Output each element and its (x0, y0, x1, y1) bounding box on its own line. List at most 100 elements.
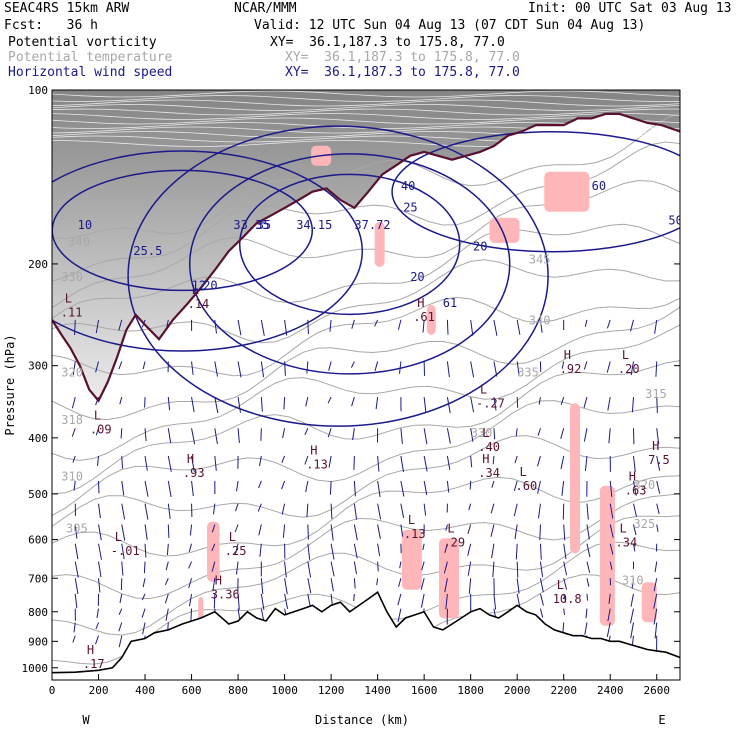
pv-extremum-value: .92 (560, 362, 582, 376)
wind-vector (98, 524, 102, 541)
isentrope-line (52, 360, 680, 495)
wind-vector (142, 361, 146, 370)
wind-vector (514, 455, 518, 464)
pv-extremum-value: .20 (618, 362, 640, 376)
pv-low-marker: L (447, 522, 454, 536)
wind-vector (656, 480, 661, 494)
wind-vector (283, 397, 286, 410)
wind-vector (656, 397, 658, 414)
tropopause-pv-contour (52, 112, 680, 403)
wind-vector (400, 503, 405, 518)
wind-vector (121, 455, 123, 469)
wind-vector (539, 561, 544, 577)
wind-vector (144, 480, 149, 497)
x-tick-label: 1800 (457, 684, 484, 697)
wind-vector (237, 428, 240, 443)
wind-vector (560, 396, 565, 405)
wind-vector (237, 361, 242, 378)
wind-vector (327, 428, 332, 438)
wind-vector (237, 319, 242, 336)
pv-positive-patch (401, 529, 422, 590)
wind-vector (74, 543, 79, 560)
isentrope-label: 330 (471, 426, 493, 440)
wind-vector (237, 593, 240, 610)
pv-low-marker: L (65, 292, 72, 306)
wind-vector (609, 561, 613, 570)
pv-extremum-value: .60 (516, 479, 538, 493)
wind-vector (284, 578, 288, 595)
wind-contour-label: 20 (473, 240, 487, 254)
upper-isentrope-line (52, 140, 680, 147)
wind-vector (329, 319, 332, 332)
pv-low-marker: L (520, 465, 527, 479)
wind-vector (423, 480, 428, 495)
organization-label: NCAR/MMM (234, 1, 297, 16)
wind-vector (164, 578, 169, 586)
wind-vector (306, 361, 309, 374)
wind-vector (468, 578, 472, 594)
wind-vector (353, 593, 355, 602)
isentrope-line (52, 296, 680, 377)
pv-extremum-value: .13 (306, 457, 328, 471)
wind-vector (374, 319, 379, 327)
wind-vector (96, 608, 100, 619)
pv-low-marker: L (480, 383, 487, 397)
wind-vector (539, 608, 544, 618)
wind-vector (351, 319, 355, 329)
wind-vector (257, 503, 262, 512)
wind-vector (400, 428, 403, 444)
x-tick-label: 2600 (643, 684, 670, 697)
wind-vector (586, 593, 588, 601)
wind-vector (214, 455, 217, 471)
wind-vector (71, 428, 76, 437)
upper-isentrope-line (52, 90, 680, 98)
wind-vector (376, 578, 379, 586)
wind-contour-label: 25 (403, 201, 417, 215)
wind-vector (584, 455, 588, 471)
field-xy-pv: XY= 36.1,187.3 to 175.8, 77.0 (270, 35, 505, 50)
wind-vector (307, 524, 309, 540)
field-label-wind: Horizontal wind speed (8, 65, 173, 80)
x-tick-label: 2400 (597, 684, 624, 697)
wind-vector (98, 543, 102, 560)
wind-vector (284, 561, 287, 578)
x-tick-label: 2200 (550, 684, 577, 697)
wind-vector (143, 561, 146, 574)
wind-vector (167, 503, 171, 519)
x-tick-label: 200 (89, 684, 109, 697)
wind-vector (537, 428, 541, 436)
wind-vector (142, 578, 146, 588)
pv-high-marker: H (310, 443, 317, 457)
wind-vector (470, 455, 473, 468)
pv-positive-patch (599, 485, 615, 626)
wind-vector (656, 524, 659, 532)
x-tick-label: 800 (228, 684, 248, 697)
wind-vector (423, 455, 428, 472)
wind-vector (141, 593, 146, 601)
pv-extremum-value: .14 (188, 297, 210, 311)
wind-vector (539, 578, 544, 593)
wind-vector (144, 455, 148, 471)
wind-vector (73, 622, 76, 633)
plot-frame (51, 89, 681, 681)
wind-contour-label: 20 (410, 270, 424, 284)
wind-vector (516, 593, 521, 608)
wind-vector (468, 503, 472, 511)
wind-vector (141, 608, 146, 618)
stratosphere-shading (52, 90, 680, 401)
wind-vector (304, 428, 309, 436)
x-tick-label: 1000 (271, 684, 298, 697)
pv-high-marker: H (564, 348, 571, 362)
wind-vector (399, 361, 402, 374)
wind-vector (539, 524, 541, 541)
pv-high-marker: H (187, 452, 194, 466)
y-tick-label: 1000 (22, 662, 49, 675)
west-label: W (82, 713, 90, 727)
wind-vector (583, 396, 588, 409)
wind-vector (121, 524, 126, 541)
wind-vector (260, 578, 264, 595)
pv-low-marker: L (229, 530, 236, 544)
pv-positive-patch (570, 403, 580, 554)
wind-speed-contour (188, 153, 511, 375)
wind-vector (397, 608, 402, 623)
